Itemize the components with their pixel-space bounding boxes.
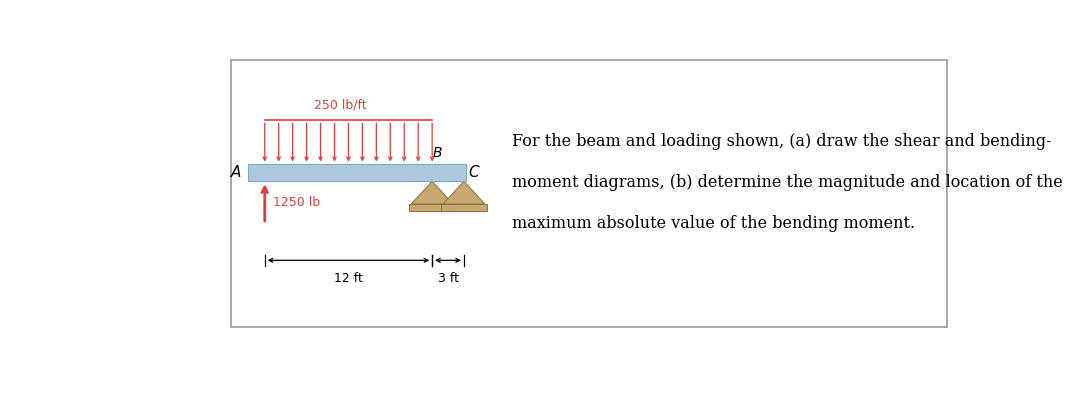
Bar	[248, 164, 465, 181]
Bar	[409, 204, 455, 211]
Bar	[231, 60, 947, 327]
Text: 3 ft: 3 ft	[437, 272, 459, 285]
Polygon shape	[411, 181, 454, 204]
Text: B: B	[433, 146, 443, 160]
Text: C: C	[468, 165, 478, 180]
Text: 250 lb/ft: 250 lb/ft	[314, 98, 366, 111]
Text: For the beam and loading shown, (a) draw the shear and bending-: For the beam and loading shown, (a) draw…	[512, 133, 1051, 150]
Text: 1250 lb: 1250 lb	[273, 196, 321, 209]
Polygon shape	[443, 181, 485, 204]
Text: 12 ft: 12 ft	[334, 272, 363, 285]
Text: moment diagrams, (b) determine the magnitude and location of the: moment diagrams, (b) determine the magni…	[512, 174, 1063, 191]
Text: maximum absolute value of the bending moment.: maximum absolute value of the bending mo…	[512, 215, 915, 232]
Text: A: A	[231, 165, 241, 180]
Bar	[441, 204, 487, 211]
